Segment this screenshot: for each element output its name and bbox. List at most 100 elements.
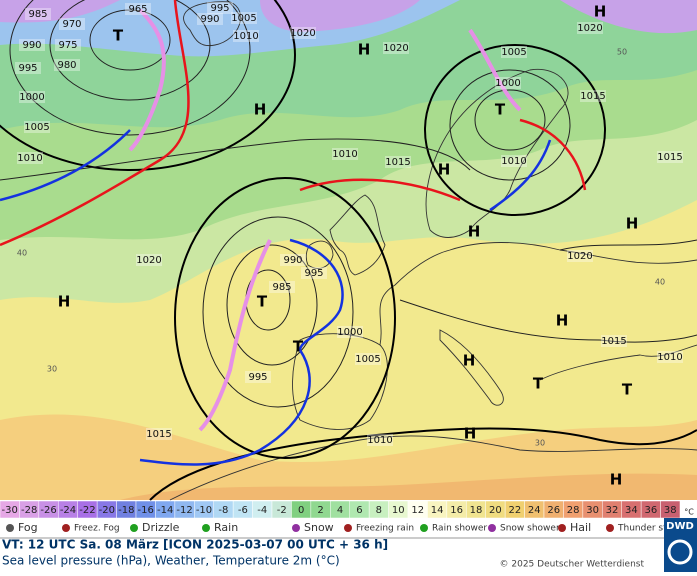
pressure-label: 1010 [657, 352, 682, 363]
pressure-label-bg [19, 39, 45, 51]
pressure-label: 1020 [136, 255, 161, 266]
pressure-label-bg [657, 151, 683, 163]
pressure-label: 990 [283, 255, 302, 266]
pressure-label: 1005 [24, 122, 49, 133]
pressure-label: 1010 [233, 31, 258, 42]
legend-symbol [420, 524, 428, 532]
legend-symbol [488, 524, 496, 532]
high-pressure-label: H [468, 223, 481, 241]
pressure-label-bg [233, 30, 259, 42]
dwd-logo-text: DWD [666, 521, 694, 532]
scale-label: 6 [356, 505, 362, 516]
pressure-label-bg [383, 42, 409, 54]
coast-turkey [539, 344, 697, 381]
pressure-label: 1015 [385, 157, 410, 168]
coast-iceland [183, 1, 242, 47]
scale-label: 20 [489, 505, 502, 516]
temperature-scale: -30 -28 -26 -24 -22 -20 -18 -16 -14 -12 -10 -8 -6 -4-… [0, 500, 694, 519]
legend-label: Rain shower [432, 524, 487, 534]
legend-symbol [130, 524, 138, 532]
pressure-label: 1005 [501, 47, 526, 58]
low-pressure-label: T [622, 381, 633, 399]
pressure-label-bg [54, 59, 80, 71]
scale-label: -2 [277, 505, 287, 516]
temperature-label: 30 [535, 439, 545, 448]
pressure-label-bg [355, 353, 381, 365]
pressure-label: 1000 [337, 327, 362, 338]
legend-label: Rain [214, 521, 238, 534]
scale-label: 28 [567, 505, 580, 516]
pressure-label-bg [15, 62, 41, 74]
pressure-label-bg [385, 156, 411, 168]
coast-britain [329, 194, 386, 276]
weather-legend: Fog Freez. Fog Drizzle Rain Snow Freezing rai… [6, 521, 684, 534]
pressure-label-bg [207, 2, 233, 14]
legend-symbol [558, 524, 566, 532]
legend-label: Thunder storm [617, 524, 684, 534]
coast-italy [439, 329, 504, 406]
cold-front [139, 238, 344, 466]
scale-label: 10 [392, 505, 405, 516]
pressure-label: 995 [304, 268, 323, 279]
pressure-label: 1015 [146, 429, 171, 440]
low-pressure-label: T [293, 338, 304, 356]
temperature-label: 30 [47, 365, 57, 374]
pressure-label: 1015 [657, 152, 682, 163]
pressure-label-bg [269, 281, 295, 293]
scale-label: -8 [218, 505, 228, 516]
high-pressure-label: H [610, 471, 623, 489]
coast-iberia [292, 333, 388, 430]
scale-label: 18 [470, 505, 483, 516]
pressure-label-bg [501, 46, 527, 58]
pressure-label: 1010 [367, 435, 392, 446]
cold-front [489, 139, 552, 212]
scale-label: -18 [118, 505, 134, 516]
scale-label: -20 [99, 505, 115, 516]
pressure-label-bg [197, 13, 223, 25]
scale-label: -10 [196, 505, 212, 516]
pressure-label: 1020 [567, 251, 592, 262]
pressure-label: 980 [57, 60, 76, 71]
scale-label: 14 [431, 505, 444, 516]
pressure-label-bg [59, 18, 85, 30]
dwd-logo-mark [667, 539, 693, 565]
scale-label: 34 [625, 505, 638, 516]
scale-label: -12 [176, 505, 192, 516]
pressure-label: 1015 [580, 91, 605, 102]
scale-label: 2 [317, 505, 323, 516]
pressure-label-bg [567, 250, 593, 262]
pressure-label-bg [501, 155, 527, 167]
pressure-label-bg [19, 91, 45, 103]
low-pressure-label: T [257, 293, 268, 311]
isobar [474, 89, 546, 151]
high-pressure-label: H [463, 352, 476, 370]
pressure-label-bg [495, 77, 521, 89]
warm-front [519, 118, 587, 191]
high-pressure-label: H [58, 293, 71, 311]
pressure-label-bg [601, 335, 627, 347]
isobar [399, 299, 697, 343]
isobar-bold [174, 177, 396, 459]
legend-symbol [344, 524, 352, 532]
pressure-label-bg [55, 39, 81, 51]
pressure-label-bg [577, 22, 603, 34]
high-pressure-label: H [438, 161, 451, 179]
legend-label: Snow [304, 521, 334, 534]
warm-front [299, 178, 461, 202]
pressure-label: 985 [272, 282, 291, 293]
scale-label: -28 [21, 505, 37, 516]
scale-label: 22 [508, 505, 521, 516]
legend-label: Hail [570, 521, 591, 534]
product-description: Sea level pressure (hPa), Weather, Tempe… [2, 554, 340, 568]
pressure-label: 1005 [231, 13, 256, 24]
legend-label: Freezing rain [356, 524, 414, 534]
valid-time: VT: 12 UTC Sa. 08 März [ICON 2025-03-07 … [2, 538, 388, 552]
pressure-label-bg [332, 148, 358, 160]
occlusion [198, 239, 272, 432]
scale-label: -14 [157, 505, 173, 516]
pressure-label: 1015 [601, 336, 626, 347]
legend-symbol [202, 524, 210, 532]
pressure-label-bg [280, 254, 306, 266]
pressure-label-bg [136, 254, 162, 266]
